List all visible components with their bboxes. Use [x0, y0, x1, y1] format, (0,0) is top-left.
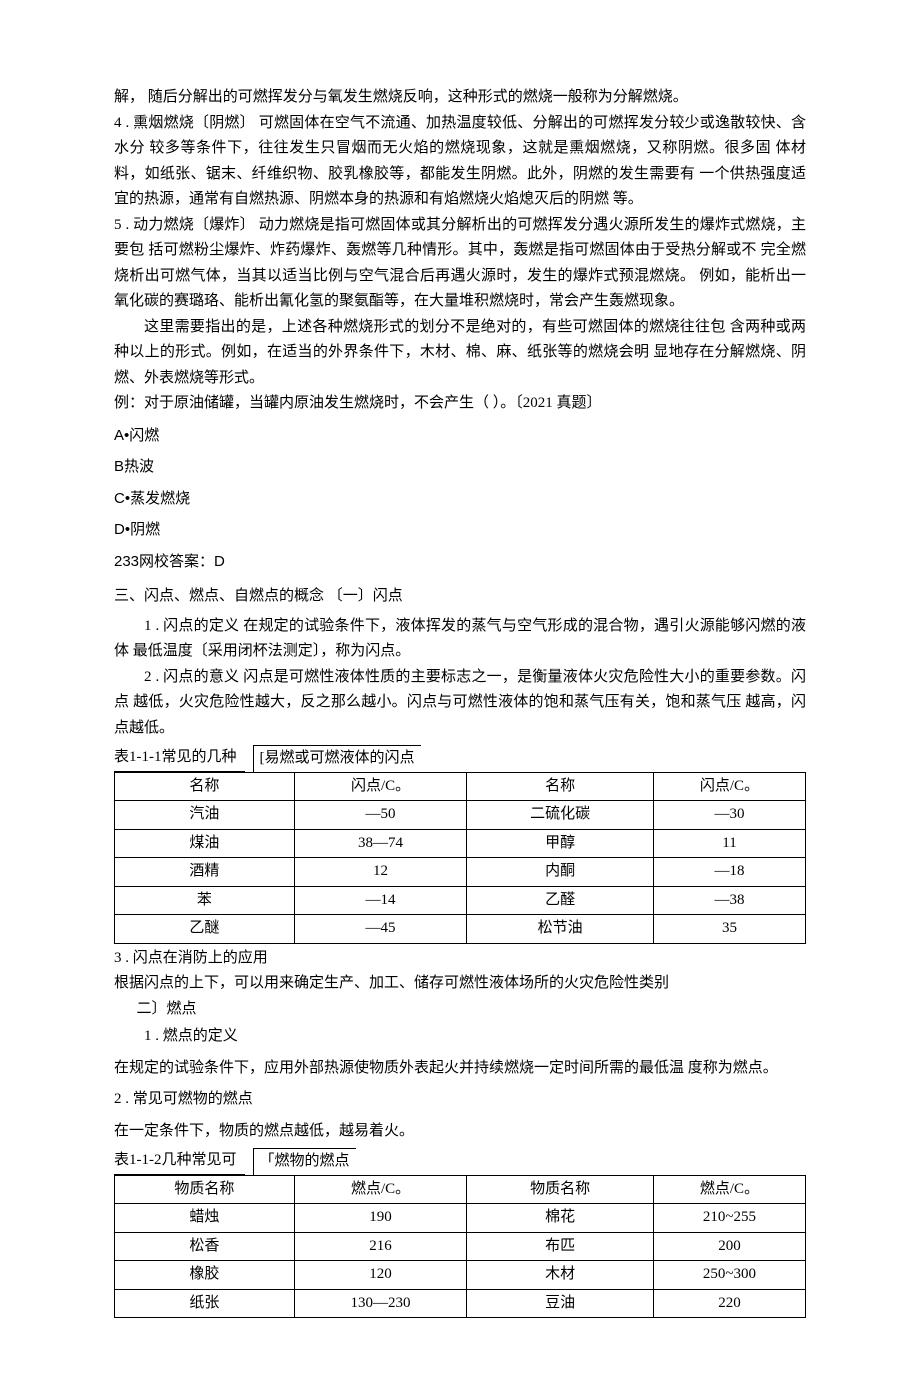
table-1-caption-right: [易燃或可燃液体的闪点 [253, 745, 421, 772]
table-cell: 松节油 [467, 915, 654, 944]
table-cell: 乙醛 [467, 886, 654, 915]
section-3-3: 3 . 闪点在消防上的应用 [114, 946, 806, 972]
table-cell: 200 [653, 1232, 805, 1261]
table-row: 橡胶120木材250~300 [115, 1261, 806, 1290]
table-cell: 216 [294, 1232, 467, 1261]
table-cell: 220 [653, 1289, 805, 1318]
table-cell: 190 [294, 1204, 467, 1233]
table-cell: 乙醚 [115, 915, 295, 944]
table-header-cell: 物质名称 [467, 1175, 654, 1204]
option-d: D•阴燃 [114, 517, 806, 543]
table-header-cell: 闪点/C。 [653, 772, 805, 801]
table-2-caption-right: 「燃物的燃点 [253, 1148, 356, 1175]
table-2-caption: 表1-1-2几种常见可 「燃物的燃点 [114, 1148, 806, 1175]
table-header-cell: 燃点/C。 [653, 1175, 805, 1204]
table-cell: 35 [653, 915, 805, 944]
table-cell: 250~300 [653, 1261, 805, 1290]
paragraph-item-5: 5 . 动力燃烧〔爆炸〕 动力燃烧是指可燃固体或其分解析出的可燃挥发分遇火源所发… [114, 213, 806, 315]
section-3-sub2-2: 2 . 常见可燃物的燃点 [114, 1087, 806, 1113]
table-row: 酒精12内酮—18 [115, 858, 806, 887]
answer-text: 233网校答案：D [114, 549, 806, 575]
table-cell: 汽油 [115, 801, 295, 830]
section-3-2: 2 . 闪点的意义 闪点是可燃性液体性质的主要标志之一，是衡量液体火灾危险性大小… [114, 665, 806, 742]
table-row: 煤油38—74甲醇11 [115, 829, 806, 858]
table-cell: —38 [653, 886, 805, 915]
table-row: 纸张130—230豆油220 [115, 1289, 806, 1318]
table-cell: 11 [653, 829, 805, 858]
table-row: 汽油—50二硫化碳—30 [115, 801, 806, 830]
table-cell: 内酮 [467, 858, 654, 887]
table-cell: 蜡烛 [115, 1204, 295, 1233]
table-cell: 布匹 [467, 1232, 654, 1261]
table-cell: 苯 [115, 886, 295, 915]
table-cell: 木材 [467, 1261, 654, 1290]
table-row: 松香216布匹200 [115, 1232, 806, 1261]
table-header-row: 物质名称燃点/C。物质名称燃点/C。 [115, 1175, 806, 1204]
table-cell: 棉花 [467, 1204, 654, 1233]
section-3-3b: 根据闪点的上下，可以用来确定生产、加工、储存可燃性液体场所的火灾危险性类别 [114, 971, 806, 997]
table-header-cell: 燃点/C。 [294, 1175, 467, 1204]
table-cell: 12 [294, 858, 467, 887]
option-c: C•蒸发燃烧 [114, 486, 806, 512]
table-cell: —45 [294, 915, 467, 944]
table-cell: 38—74 [294, 829, 467, 858]
table-cell: 210~255 [653, 1204, 805, 1233]
table-cell: 橡胶 [115, 1261, 295, 1290]
section-3-1: 1 . 闪点的定义 在规定的试验条件下，液体挥发的蒸气与空气形成的混合物，遇引火… [114, 614, 806, 665]
table-cell: 120 [294, 1261, 467, 1290]
section-3-sub2: 二〕燃点 [114, 997, 806, 1023]
table-cell: 酒精 [115, 858, 295, 887]
paragraph-continuation: 解， 随后分解出的可燃挥发分与氧发生燃烧反响，这种形式的燃烧一般称为分解燃烧。 [114, 85, 806, 111]
table-cell: —14 [294, 886, 467, 915]
table-header-cell: 物质名称 [115, 1175, 295, 1204]
table-row: 苯—14乙醛—38 [115, 886, 806, 915]
table-cell: 130—230 [294, 1289, 467, 1318]
table-cell: 纸张 [115, 1289, 295, 1318]
option-a: A•闪燃 [114, 423, 806, 449]
table-row: 乙醚—45松节油35 [115, 915, 806, 944]
section-3-sub2-1: 1 . 燃点的定义 [114, 1024, 806, 1050]
table-cell: 甲醇 [467, 829, 654, 858]
option-b: B热波 [114, 454, 806, 480]
table-cell: —50 [294, 801, 467, 830]
table-1-flash-points: 名称闪点/C。名称闪点/C。汽油—50二硫化碳—30煤油38—74甲醇11酒精1… [114, 772, 806, 944]
section-3-title: 三、闪点、燃点、自燃点的概念 〔一〕闪点 [114, 584, 806, 610]
table-1-caption-left: 表1-1-1常见的几种 [114, 745, 245, 772]
table-cell: 二硫化碳 [467, 801, 654, 830]
section-3-sub2-2b: 在一定条件下，物质的燃点越低，越易着火。 [114, 1119, 806, 1145]
table-header-cell: 闪点/C。 [294, 772, 467, 801]
table-cell: —30 [653, 801, 805, 830]
example-question: 例：对于原油储罐，当罐内原油发生燃烧时，不会产生（ ）。〔2021 真题〕 [114, 391, 806, 417]
table-header-cell: 名称 [115, 772, 295, 801]
table-2-ignition-points: 物质名称燃点/C。物质名称燃点/C。蜡烛190棉花210~255松香216布匹2… [114, 1175, 806, 1319]
table-header-row: 名称闪点/C。名称闪点/C。 [115, 772, 806, 801]
table-header-cell: 名称 [467, 772, 654, 801]
section-3-sub2-1b: 在规定的试验条件下，应用外部热源使物质外表起火并持续燃烧一定时间所需的最低温 度… [114, 1056, 806, 1082]
paragraph-item-4: 4 . 熏烟燃烧〔阴燃〕 可燃固体在空气不流通、加热温度较低、分解出的可燃挥发分… [114, 111, 806, 213]
table-row: 蜡烛190棉花210~255 [115, 1204, 806, 1233]
paragraph-note: 这里需要指出的是，上述各种燃烧形式的划分不是绝对的，有些可燃固体的燃烧往往包 含… [114, 315, 806, 392]
table-cell: 豆油 [467, 1289, 654, 1318]
table-cell: —18 [653, 858, 805, 887]
table-cell: 松香 [115, 1232, 295, 1261]
table-1-caption: 表1-1-1常见的几种 [易燃或可燃液体的闪点 [114, 745, 806, 772]
table-2-caption-left: 表1-1-2几种常见可 [114, 1148, 245, 1175]
table-cell: 煤油 [115, 829, 295, 858]
